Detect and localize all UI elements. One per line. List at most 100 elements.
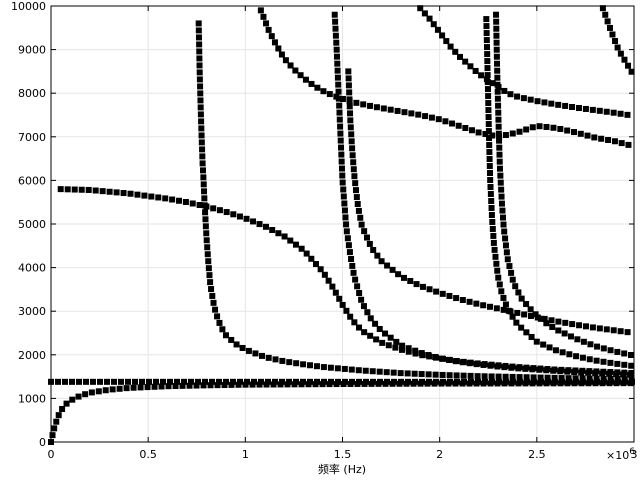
data-point: [506, 263, 513, 270]
data-point: [500, 221, 507, 228]
data-point: [453, 295, 460, 302]
data-point: [236, 213, 243, 220]
data-point: [545, 378, 551, 385]
data-point: [328, 378, 334, 385]
data-point: [497, 172, 504, 179]
data-point: [385, 342, 392, 349]
data-point: [195, 34, 202, 41]
data-point: [586, 375, 593, 382]
data-point: [532, 311, 539, 318]
data-point: [265, 354, 272, 361]
data-point: [207, 382, 214, 389]
data-point: [627, 371, 634, 378]
data-point: [422, 113, 429, 120]
data-point: [88, 389, 95, 396]
data-point: [574, 336, 581, 343]
data-point: [524, 378, 530, 385]
y-tick-label: 0: [39, 436, 46, 449]
data-point: [446, 292, 453, 299]
data-point: [552, 378, 558, 385]
data-point: [621, 350, 628, 357]
y-tick-label: 7000: [18, 131, 46, 144]
data-point: [300, 361, 307, 368]
data-point: [90, 378, 96, 385]
data-point: [260, 13, 267, 20]
data-point: [596, 325, 603, 332]
data-point: [353, 194, 360, 201]
data-point: [198, 125, 205, 132]
data-point: [179, 382, 186, 389]
data-point: [392, 344, 399, 351]
data-point: [487, 177, 494, 184]
data-point: [325, 277, 332, 284]
data-point: [412, 347, 419, 354]
data-point: [198, 139, 205, 146]
data-point: [593, 375, 600, 382]
data-point: [493, 39, 500, 46]
data-point: [345, 82, 352, 89]
data-point: [508, 269, 515, 276]
data-point: [456, 53, 463, 60]
data-point: [603, 326, 610, 333]
data-point: [332, 289, 339, 296]
data-point: [363, 378, 369, 385]
data-point: [600, 345, 607, 352]
data-point: [346, 249, 353, 256]
data-point: [335, 378, 341, 385]
data-point: [337, 137, 344, 144]
data-point: [333, 39, 340, 46]
data-point: [484, 51, 491, 58]
data-point: [447, 378, 453, 385]
data-point: [493, 305, 500, 312]
series-3: [195, 20, 635, 383]
data-point: [509, 313, 516, 320]
x-axis-label: 频率 (Hz): [318, 462, 366, 476]
data-point: [488, 204, 495, 211]
data-point: [361, 228, 368, 235]
data-point: [455, 122, 462, 129]
data-point: [256, 221, 263, 228]
data-point: [148, 193, 155, 200]
data-point: [501, 364, 508, 371]
data-point: [468, 127, 475, 134]
data-point: [48, 439, 54, 445]
data-point: [557, 125, 564, 132]
data-point: [239, 344, 246, 351]
data-point: [320, 88, 327, 95]
data-point: [482, 378, 488, 385]
data-point: [606, 24, 613, 31]
y-tick-label: 2000: [18, 349, 46, 362]
data-point: [228, 381, 235, 388]
data-point: [204, 251, 211, 258]
data-point: [499, 214, 506, 221]
data-point: [433, 378, 439, 385]
data-point: [200, 181, 207, 188]
data-point: [486, 142, 493, 149]
data-point: [571, 129, 578, 136]
data-point: [329, 283, 336, 290]
x-tick-label: 1.5: [334, 448, 352, 461]
data-point: [523, 329, 530, 336]
data-point: [557, 368, 564, 375]
data-point: [485, 121, 492, 128]
data-point: [275, 45, 282, 52]
series-8: [483, 16, 635, 369]
data-point: [216, 207, 223, 214]
data-point: [172, 383, 179, 390]
data-point: [139, 378, 145, 385]
data-point: [348, 138, 355, 145]
data-point: [493, 18, 500, 25]
data-point: [347, 313, 354, 320]
data-point: [587, 378, 593, 385]
data-point: [480, 302, 487, 309]
data-point: [534, 98, 541, 105]
data-point: [578, 369, 585, 376]
data-point: [493, 260, 500, 267]
data-point: [334, 365, 341, 372]
data-point: [579, 375, 586, 382]
data-point: [474, 373, 481, 380]
data-point: [496, 158, 503, 165]
data-point: [221, 382, 228, 389]
data-point: [257, 7, 264, 14]
data-point: [334, 74, 341, 81]
